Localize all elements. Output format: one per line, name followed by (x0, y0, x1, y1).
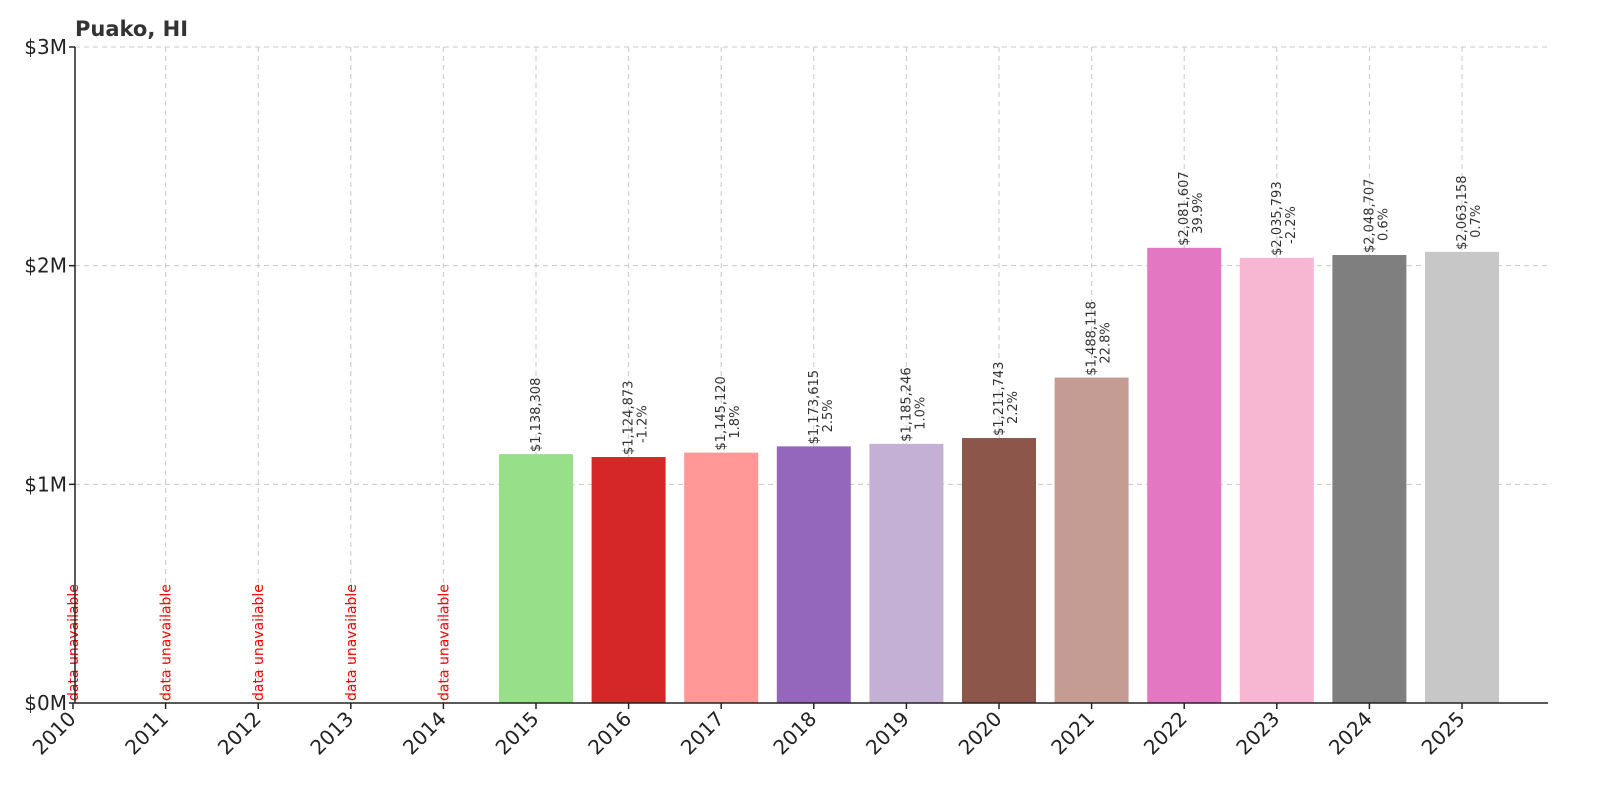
x-tick-label: 2012 (213, 707, 266, 760)
y-tick-label: $3M (24, 35, 67, 59)
bar-value-label: $1,173,615 (807, 370, 822, 444)
x-tick-label: 2021 (1046, 707, 1099, 760)
bar-change-label: 2.2% (1006, 391, 1021, 424)
bar-change-label: 1.0% (913, 397, 928, 430)
bars (499, 247, 1499, 704)
bar-value-label: $1,124,873 (622, 381, 637, 455)
bar-change-label: -2.2% (1284, 206, 1299, 244)
x-tick-label: 2025 (1417, 707, 1470, 760)
bar-2023 (1239, 257, 1314, 703)
bar-value-label: $1,138,308 (529, 378, 544, 452)
bar-2022 (1147, 247, 1222, 703)
chart-title: Puako, HI (75, 17, 188, 41)
x-tick-label: 2014 (398, 707, 451, 760)
bar-2020 (962, 438, 1036, 703)
bar-value-label: $1,185,246 (899, 367, 914, 441)
x-tick-label: 2015 (491, 707, 544, 760)
x-tick-label: 2020 (954, 707, 1007, 760)
x-tick-label: 2019 (861, 707, 914, 760)
bar-2019 (869, 443, 944, 703)
bar-change-label: 0.7% (1469, 205, 1484, 238)
bar-2018 (776, 446, 851, 703)
bar-change-label: 1.8% (728, 406, 743, 439)
data-unavailable-label: data unavailable (159, 584, 175, 701)
y-tick-label: $2M (24, 254, 67, 278)
bar-value-label: $1,211,743 (992, 362, 1007, 436)
bar-value-label: $2,081,607 (1177, 171, 1192, 245)
bar-2017 (684, 452, 759, 703)
x-tick-label: 2024 (1324, 707, 1377, 760)
bar-2016 (591, 457, 666, 703)
x-tick-label: 2013 (305, 707, 358, 760)
x-tick-label: 2023 (1231, 707, 1284, 760)
y-tick-label: $0M (24, 691, 67, 715)
data-unavailable-label: data unavailable (251, 584, 267, 701)
bar-2024 (1332, 255, 1407, 704)
bar-change-label: 22.8% (1099, 322, 1114, 363)
x-tick-label: 2022 (1139, 707, 1192, 760)
x-tick-label: 2018 (768, 707, 821, 760)
bar-2025 (1425, 251, 1499, 703)
data-labels: data unavailable data unavailable data una… (66, 171, 1484, 701)
y-tick-label: $1M (24, 472, 67, 496)
bar-change-label: 0.6% (1376, 208, 1391, 241)
x-tick-label: 2016 (583, 707, 636, 760)
x-tick-label: 2011 (120, 707, 173, 760)
bar-value-label: $1,488,118 (1085, 301, 1100, 375)
bar-change-label: 39.9% (1191, 193, 1206, 234)
bar-change-label: -1.2% (636, 405, 651, 443)
bar-2015 (499, 454, 573, 703)
bar-2021 (1054, 377, 1129, 703)
bar-change-label: 2.5% (821, 399, 836, 432)
data-unavailable-label: data unavailable (436, 584, 452, 701)
data-unavailable-label: data unavailable (344, 584, 360, 701)
bar-value-label: $2,063,158 (1455, 175, 1470, 249)
data-unavailable-label: data unavailable (66, 584, 82, 701)
x-tick-label: 2017 (676, 707, 729, 760)
bar-value-label: $2,048,707 (1362, 179, 1377, 253)
bar-value-label: $2,035,793 (1270, 181, 1285, 255)
bar-value-label: $1,145,120 (714, 376, 729, 450)
